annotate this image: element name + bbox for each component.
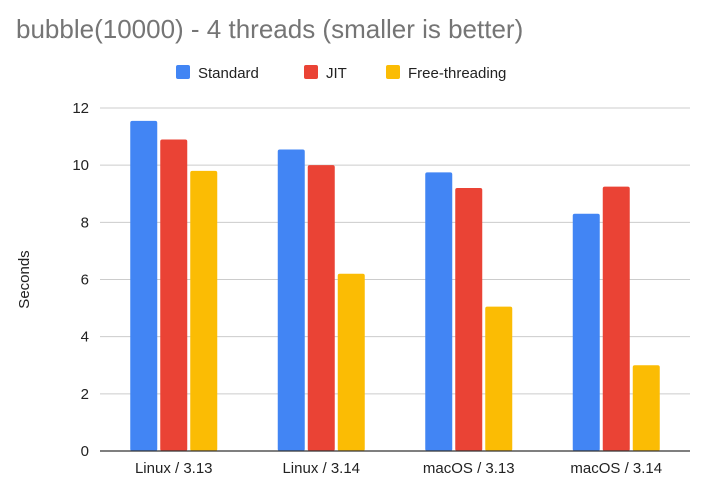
y-tick-label: 10 — [72, 157, 89, 174]
bar-free-threading — [190, 170, 218, 451]
legend-swatch — [386, 65, 400, 79]
x-tick-label: Linux / 3.14 — [282, 460, 360, 477]
legend-swatch — [176, 65, 190, 79]
bar-standard — [572, 213, 600, 451]
bar-free-threading — [632, 365, 660, 451]
bar-jit — [307, 165, 335, 451]
y-tick-label: 8 — [81, 214, 89, 231]
y-tick-label: 4 — [81, 329, 89, 346]
gridlines — [100, 107, 690, 395]
y-tick-label: 6 — [81, 272, 89, 289]
x-tick-label: macOS / 3.13 — [423, 460, 515, 477]
bar-standard — [425, 172, 453, 451]
bar-standard — [130, 120, 158, 452]
chart-title: bubble(10000) - 4 threads (smaller is be… — [16, 14, 524, 44]
x-axis-ticks: Linux / 3.13 Linux / 3.14 macOS / 3.13 macO… — [135, 460, 662, 477]
bar-jit — [160, 139, 188, 452]
y-axis-ticks: 0 2 4 6 8 10 12 — [72, 100, 89, 460]
bar-free-threading — [485, 306, 513, 451]
legend-label: JIT — [326, 65, 347, 82]
bars — [130, 120, 660, 452]
y-axis-label: Seconds — [16, 250, 33, 308]
legend: Standard JIT Free-threading — [176, 65, 506, 82]
legend-swatch — [304, 65, 318, 79]
y-tick-label: 2 — [81, 386, 89, 403]
bar-free-threading — [337, 273, 365, 451]
y-tick-label: 12 — [72, 100, 89, 117]
bar-jit — [455, 188, 483, 452]
legend-label: Standard — [198, 65, 259, 82]
x-tick-label: macOS / 3.14 — [570, 460, 662, 477]
x-tick-label: Linux / 3.13 — [135, 460, 213, 477]
y-tick-label: 0 — [81, 443, 89, 460]
legend-label: Free-threading — [408, 65, 506, 82]
bar-standard — [277, 149, 305, 451]
bar-jit — [602, 186, 630, 451]
